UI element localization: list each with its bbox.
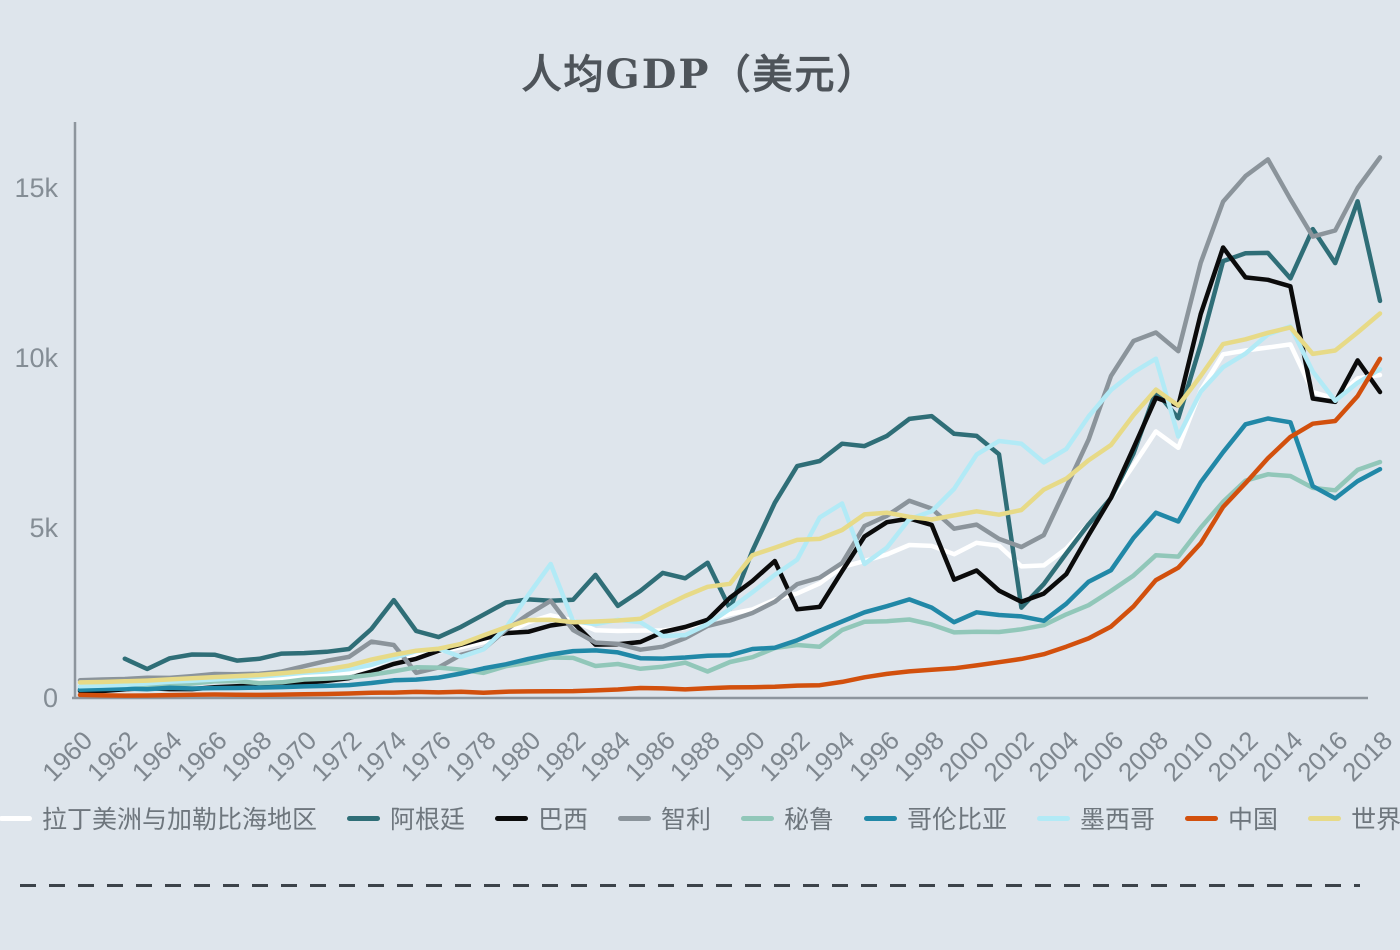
legend-label: 中国: [1228, 806, 1279, 834]
legend-swatch-icon-mexico: [1037, 815, 1071, 821]
x-tick-label: 1974: [350, 725, 412, 787]
x-tick-label: 2002: [978, 725, 1040, 787]
legend-item-colombia[interactable]: 哥伦比亚: [864, 800, 1007, 836]
x-tick-label: 2000: [933, 725, 995, 787]
x-tick-label: 2004: [1022, 725, 1084, 787]
legend-item-lac[interactable]: 拉丁美洲与加勒比海地区: [0, 800, 317, 836]
x-tick-label: 2014: [1246, 725, 1308, 787]
legend-item-china[interactable]: 中国: [1185, 800, 1278, 836]
legend-item-brazil[interactable]: 巴西: [494, 800, 588, 836]
x-tick-label: 2012: [1202, 725, 1264, 787]
legend-swatch-icon-chile: [617, 815, 651, 821]
y-tick-label: 0: [43, 683, 58, 713]
legend-label: 墨西哥: [1080, 806, 1156, 834]
x-tick-label: 1962: [81, 725, 143, 787]
y-tick-label: 15k: [14, 173, 58, 203]
series-line-chile: [77, 155, 1383, 683]
legend-label: 智利: [660, 806, 711, 834]
x-tick-label: 1968: [215, 725, 277, 787]
y-tick-label: 10k: [14, 343, 58, 373]
x-tick-label: 1964: [126, 725, 188, 787]
x-tick-label: 1976: [395, 725, 457, 787]
legend-swatch-icon-colombia: [864, 815, 898, 821]
x-tick-label: 1990: [709, 725, 771, 787]
series-line-world: [77, 311, 1383, 685]
x-tick-label: 1992: [753, 725, 815, 787]
x-tick-label: 1980: [484, 725, 546, 787]
legend-label: 哥伦比亚: [907, 806, 1008, 834]
x-tick-label: 2010: [1157, 725, 1219, 787]
x-tick-label: 1988: [664, 725, 726, 787]
x-tick-label: 1982: [529, 725, 591, 787]
legend-swatch-icon-china: [1185, 815, 1219, 821]
legend-label: 巴西: [537, 806, 588, 834]
x-tick-label: 1978: [440, 725, 502, 787]
x-tick-label: 2006: [1067, 725, 1129, 787]
legend-label: 阿根廷: [389, 806, 465, 834]
legend-swatch-icon-peru: [741, 815, 774, 821]
x-tick-label: 1996: [843, 725, 905, 787]
legend-swatch-icon-lac: [0, 815, 32, 821]
legend-item-argentina[interactable]: 阿根廷: [346, 800, 465, 836]
series-line-peru: [77, 459, 1383, 692]
x-tick-label: 1960: [36, 725, 98, 787]
legend-label: 秘鲁: [784, 806, 835, 834]
legend-label: 拉丁美洲与加勒比海地区: [41, 806, 317, 834]
x-tick-label: 2016: [1291, 725, 1353, 787]
x-tick-label: 1984: [574, 725, 636, 787]
legend-swatch-icon-brazil: [494, 815, 528, 821]
x-tick-label: 1972: [305, 725, 367, 787]
series-line-colombia: [77, 416, 1383, 692]
x-tick-label: 1998: [888, 725, 950, 787]
legend: 拉丁美洲与加勒比海地区 阿根廷 巴西 智利 秘鲁 哥伦比亚 墨西哥 中国 世界: [0, 800, 1400, 836]
series-line-lac: [77, 342, 1383, 689]
series-line-brazil: [77, 245, 1383, 694]
x-tick-label: 1994: [798, 725, 860, 787]
x-tick-label: 2008: [1112, 725, 1174, 787]
x-tick-label: 1966: [171, 725, 233, 787]
legend-item-chile[interactable]: 智利: [617, 800, 711, 836]
y-tick-label: 5k: [29, 513, 58, 543]
legend-swatch-icon-argentina: [346, 815, 380, 821]
legend-item-world[interactable]: 世界: [1308, 800, 1400, 836]
x-tick-label: 2018: [1336, 725, 1398, 787]
legend-label: 世界: [1351, 806, 1400, 834]
x-tick-label: 1970: [260, 725, 322, 787]
chart-title: 人均GDP（美元）: [521, 51, 879, 98]
legend-swatch-icon-world: [1308, 815, 1342, 821]
series-line-argentina: [122, 199, 1383, 672]
legend-item-mexico[interactable]: 墨西哥: [1037, 800, 1155, 836]
dashed-separator: [20, 884, 1360, 887]
x-tick-label: 1986: [619, 725, 681, 787]
series-line-china: [77, 356, 1383, 698]
legend-item-peru[interactable]: 秘鲁: [741, 800, 834, 836]
